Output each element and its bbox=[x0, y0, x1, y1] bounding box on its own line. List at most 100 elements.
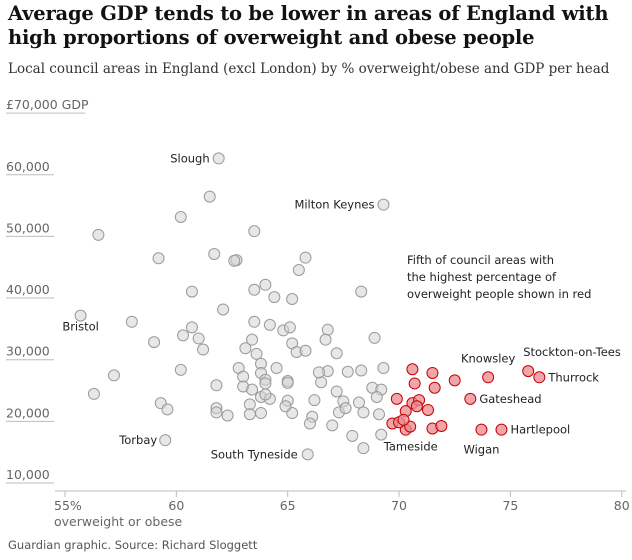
data-point bbox=[248, 283, 261, 296]
data-point bbox=[210, 406, 223, 419]
data-point bbox=[217, 303, 230, 316]
data-point bbox=[321, 323, 334, 336]
data-point bbox=[197, 343, 210, 356]
x-tick-label: 80 bbox=[614, 498, 630, 513]
data-point bbox=[221, 409, 234, 422]
data-point bbox=[159, 434, 172, 447]
data-point bbox=[326, 419, 339, 432]
data-point bbox=[286, 292, 299, 305]
data-point bbox=[263, 318, 276, 331]
chart-subtitle: Local council areas in England (excl Lon… bbox=[8, 61, 610, 77]
data-point bbox=[237, 370, 250, 383]
y-tick-label: £70,000 GDP bbox=[6, 97, 89, 112]
annotation-line-3: overweight people shown in red bbox=[407, 287, 591, 301]
point-label: Tameside bbox=[383, 440, 438, 454]
point-label: Milton Keynes bbox=[294, 198, 374, 212]
highlight-point bbox=[406, 363, 419, 376]
data-point bbox=[177, 329, 190, 342]
chart-title: Average GDP tends to be lower in areas o… bbox=[8, 2, 609, 49]
highlight-point bbox=[464, 392, 477, 405]
x-tick-label: 55% bbox=[54, 498, 82, 513]
point-label: Slough bbox=[170, 151, 209, 165]
data-point bbox=[148, 336, 161, 349]
highlight-point bbox=[422, 403, 435, 416]
data-point bbox=[352, 396, 365, 409]
data-point bbox=[248, 225, 261, 238]
data-point bbox=[250, 347, 263, 360]
x-tick-label: 65 bbox=[280, 498, 296, 513]
highlight-point bbox=[448, 374, 461, 387]
data-point bbox=[339, 402, 352, 415]
highlight-point bbox=[475, 423, 488, 436]
highlight-point bbox=[428, 381, 441, 394]
data-point bbox=[279, 400, 292, 413]
data-point bbox=[357, 442, 370, 455]
highlight-point bbox=[482, 371, 495, 384]
data-point bbox=[185, 321, 198, 334]
data-point bbox=[315, 376, 328, 389]
y-tick-label: 10,000 bbox=[6, 467, 50, 482]
data-point bbox=[330, 347, 343, 360]
data-point bbox=[377, 362, 390, 375]
y-tick-label: 20,000 bbox=[6, 405, 50, 420]
data-point bbox=[107, 369, 120, 382]
data-point bbox=[92, 228, 105, 241]
point-label: Knowsley bbox=[461, 351, 516, 365]
data-point bbox=[174, 210, 187, 223]
data-point bbox=[270, 362, 283, 375]
data-point bbox=[341, 365, 354, 378]
data-point bbox=[299, 344, 312, 357]
annotation-text: Fifth of council areas with the highest … bbox=[407, 253, 591, 301]
data-point bbox=[373, 408, 386, 421]
data-point bbox=[208, 247, 221, 260]
data-point bbox=[301, 448, 314, 461]
point-labels: Slough Milton Keynes Bristol Torbay South Ty… bbox=[62, 151, 621, 461]
red-points bbox=[386, 363, 546, 436]
y-tick-label: 50,000 bbox=[6, 220, 50, 235]
x-tick-label: 60 bbox=[168, 498, 184, 513]
data-point bbox=[239, 342, 252, 355]
data-point bbox=[174, 363, 187, 376]
grey-points bbox=[74, 152, 390, 461]
data-point bbox=[228, 254, 241, 267]
data-point bbox=[303, 417, 316, 430]
highlight-point bbox=[426, 366, 439, 379]
data-point bbox=[246, 333, 259, 346]
x-tick-label: 70 bbox=[391, 498, 407, 513]
y-tick-label: 40,000 bbox=[6, 282, 50, 297]
data-point bbox=[203, 190, 216, 203]
y-tick-label: 30,000 bbox=[6, 344, 50, 359]
data-point bbox=[281, 376, 294, 389]
data-point bbox=[319, 333, 332, 346]
point-label: Gateshead bbox=[479, 392, 541, 406]
annotation-line-1: Fifth of council areas with bbox=[407, 253, 554, 267]
data-point bbox=[375, 428, 388, 441]
data-point bbox=[370, 391, 383, 404]
x-tick-label: 75 bbox=[502, 498, 518, 513]
scatter-chart: 55% 60 65 70 75 80 overweight or obese 10,000 20… bbox=[6, 97, 630, 529]
highlight-point bbox=[408, 377, 421, 390]
point-label: Hartlepool bbox=[510, 423, 570, 437]
highlight-point bbox=[533, 371, 546, 384]
data-point bbox=[212, 152, 225, 165]
data-point bbox=[74, 309, 87, 322]
data-point bbox=[283, 321, 296, 334]
data-point bbox=[292, 264, 305, 277]
data-point bbox=[357, 406, 370, 419]
axes: 55% 60 65 70 75 80 overweight or obese 10,000 20… bbox=[6, 97, 630, 529]
data-point bbox=[312, 366, 325, 379]
data-point bbox=[192, 332, 205, 345]
highlight-point bbox=[522, 365, 535, 378]
data-point bbox=[152, 252, 165, 265]
data-point bbox=[377, 198, 390, 211]
data-point bbox=[259, 377, 272, 390]
source-note: Guardian graphic. Source: Richard Slogge… bbox=[8, 538, 258, 552]
y-tick-label: 60,000 bbox=[6, 159, 50, 174]
data-point bbox=[87, 387, 100, 400]
highlight-point bbox=[495, 423, 508, 436]
data-point bbox=[185, 285, 198, 298]
data-point bbox=[161, 403, 174, 416]
point-label: South Tyneside bbox=[211, 447, 298, 461]
point-label: Bristol bbox=[62, 320, 99, 334]
highlight-point bbox=[435, 419, 448, 432]
